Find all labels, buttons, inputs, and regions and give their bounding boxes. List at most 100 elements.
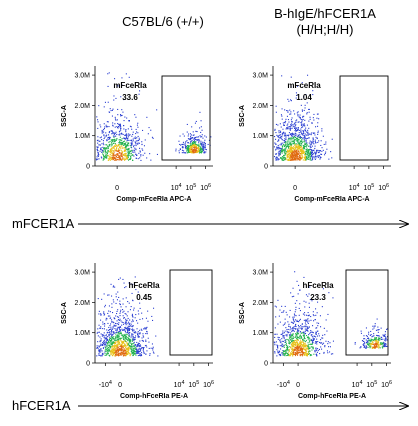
event-dot (370, 340, 372, 342)
event-dot (311, 346, 313, 348)
event-dot (178, 140, 180, 142)
event-dot (307, 154, 309, 156)
event-dot (303, 139, 305, 141)
gate-name-label: mFceRIa (113, 81, 147, 90)
event-dot (102, 344, 104, 346)
event-dot (104, 156, 106, 158)
event-dot (291, 348, 293, 350)
event-dot (315, 350, 317, 352)
event-dot (301, 141, 303, 143)
event-dot (308, 154, 310, 156)
event-dot (303, 319, 305, 321)
event-dot (301, 121, 303, 123)
event-dot (124, 138, 126, 140)
event-dot (283, 146, 285, 148)
event-dot (114, 353, 116, 355)
event-dot (100, 340, 102, 342)
flow-plot-2: 01.0M2.0M3.0M0 104 105 106SSC-AComp-mFceRIa… (239, 66, 391, 203)
event-dot (178, 152, 180, 154)
event-dot (142, 347, 144, 349)
event-dot (141, 312, 143, 314)
event-dot (108, 136, 110, 138)
event-dot (280, 148, 282, 150)
event-dot (312, 94, 314, 96)
event-dot (300, 148, 302, 150)
event-dot (105, 317, 107, 319)
event-dot (122, 143, 124, 145)
event-dot (141, 347, 143, 349)
event-dot (293, 141, 295, 143)
event-dot (281, 352, 283, 354)
event-dot (126, 315, 128, 317)
event-dot (121, 343, 123, 345)
event-dot (287, 154, 289, 156)
event-dot (306, 326, 308, 328)
event-dot (125, 353, 127, 355)
event-dot (283, 354, 285, 356)
event-dot (280, 152, 282, 154)
event-dot (121, 342, 123, 344)
event-dot (307, 344, 309, 346)
event-dot (110, 155, 112, 157)
event-dot (311, 122, 313, 124)
event-dot (304, 104, 306, 106)
event-dot (143, 336, 145, 338)
event-dot (145, 353, 147, 355)
event-dot (199, 152, 201, 154)
event-dot (107, 147, 109, 149)
event-dot (128, 282, 130, 284)
event-dot (296, 335, 298, 337)
event-dot (298, 142, 300, 144)
event-dot (301, 141, 303, 143)
event-dot (296, 350, 298, 352)
event-dot (140, 345, 142, 347)
event-dot (105, 346, 107, 348)
event-dot (377, 338, 379, 340)
event-dot (110, 139, 112, 141)
event-dot (317, 156, 319, 158)
event-dot (133, 149, 135, 151)
event-dot (127, 317, 129, 319)
event-dot (277, 135, 279, 137)
event-dot (151, 315, 153, 317)
event-dot (114, 155, 116, 157)
event-dot (108, 349, 110, 351)
event-dot (194, 145, 196, 147)
event-dot (288, 134, 290, 136)
event-dot (128, 120, 130, 122)
event-dot (285, 145, 287, 147)
event-dot (115, 149, 117, 151)
event-dot (113, 324, 115, 326)
event-dot (97, 142, 99, 144)
event-dot (117, 348, 119, 350)
event-dot (118, 123, 120, 125)
event-dot (200, 136, 202, 138)
event-dot (369, 340, 371, 342)
event-dot (307, 342, 309, 344)
event-dot (313, 320, 315, 322)
event-dot (286, 115, 288, 117)
event-dot (275, 123, 277, 125)
event-dot (302, 131, 304, 133)
event-dot (122, 111, 124, 113)
event-dot (291, 296, 293, 298)
event-dot (369, 334, 371, 336)
event-dot (204, 146, 206, 148)
event-dot (294, 126, 296, 128)
event-dot (112, 131, 114, 133)
event-dot (127, 344, 129, 346)
event-dot (316, 351, 318, 353)
event-dot (141, 144, 143, 146)
event-dot (381, 346, 383, 348)
event-dot (376, 338, 378, 340)
event-dot (135, 157, 137, 159)
event-dot (193, 150, 195, 152)
event-dot (296, 320, 298, 322)
event-dot (114, 132, 116, 134)
event-dot (304, 135, 306, 137)
event-dot (296, 157, 298, 159)
event-dot (294, 319, 296, 321)
event-dot (128, 330, 130, 332)
event-dot (100, 147, 102, 149)
event-dot (120, 125, 122, 127)
